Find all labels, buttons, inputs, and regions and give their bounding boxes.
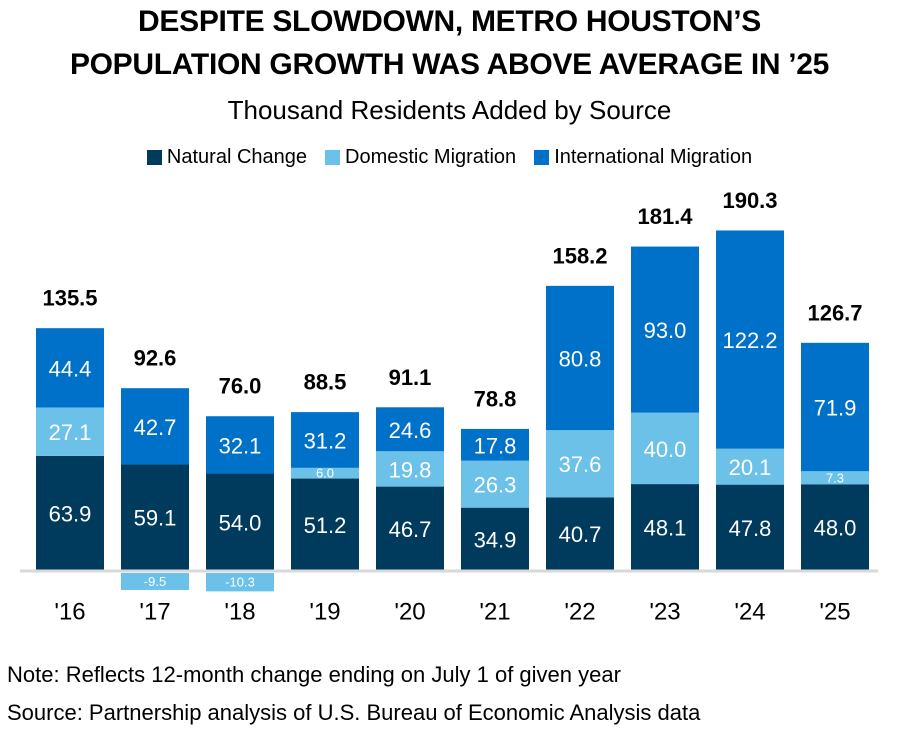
bar-segment-domestic-migration [36,407,104,456]
bar-segment-natural-change [801,484,869,570]
segment-label-natural-change: 40.7 [559,522,602,547]
segment-label-natural-change: 48.0 [814,516,857,541]
legend-item-domestic-migration: Domestic Migration [325,143,516,171]
bar-segment-natural-change [461,507,529,570]
bar-segment-natural-change [36,455,104,570]
segment-label-international-migration: 122.2 [722,328,777,353]
chart-title-line-1: DESPITE SLOWDOWN, METRO HOUSTON’S [138,5,761,38]
bar-segment-international-migration [461,428,529,461]
bar-segment-natural-change [631,484,699,570]
segment-label-natural-change: 48.1 [644,516,687,541]
x-tick-label: '20 [394,599,425,626]
bar-segment-international-migration [291,412,359,468]
segment-label-domestic-migration: 6.0 [316,466,334,481]
segment-label-international-migration: 24.6 [389,418,432,443]
segment-label-domestic-migration: -9.5 [144,574,166,589]
segment-label-international-migration: 80.8 [559,347,602,372]
chart-title-line-2: POPULATION GROWTH WAS ABOVE AVERAGE IN ’… [69,48,830,81]
legend-label-natural-change: Natural Change [166,146,308,168]
segment-label-domestic-migration: 19.8 [389,457,432,482]
legend-label-domestic-migration: Domestic Migration [345,146,517,168]
footnote-note: Note: Reflects 12-month change ending on… [7,662,621,687]
bar-segment-natural-change [716,484,784,570]
bars-layer [36,230,869,592]
chart-subtitle: Thousand Residents Added by Source [227,95,672,125]
legend: Natural Change Domestic Migration Intern… [0,143,899,171]
bar-segment-international-migration [546,285,614,431]
bar-segment-international-migration [121,388,189,465]
segment-label-international-migration: 93.0 [644,318,687,343]
total-label: 135.5 [42,286,97,311]
bar-segment-domestic-migration [291,467,359,479]
bar-segment-domestic-migration [461,460,529,508]
segment-label-international-migration: 31.2 [304,428,347,453]
total-label: 78.8 [474,386,517,411]
bar-segment-international-migration [376,407,444,452]
bar-segment-international-migration [631,246,699,413]
total-label: 91.1 [389,365,432,390]
segment-label-natural-change: 46.7 [389,517,432,542]
bar-segment-international-migration [801,342,869,472]
bar-segment-international-migration [36,328,104,408]
x-tick-label: '24 [734,599,765,626]
x-tick-label: '19 [309,599,340,626]
bar-segment-natural-change [206,473,274,570]
segment-label-natural-change: 63.9 [49,501,92,526]
segment-label-natural-change: 59.1 [134,506,177,531]
bar-segment-international-migration [206,416,274,474]
segment-label-domestic-migration: -10.3 [225,575,255,590]
segment-label-domestic-migration: 26.3 [474,473,517,498]
legend-label-international-migration: International Migration [554,146,753,168]
bar-segment-natural-change [121,464,189,570]
bar-segment-domestic-migration [121,573,189,590]
segment-label-domestic-migration: 40.0 [644,437,687,462]
bar-segment-domestic-migration [546,430,614,498]
legend-item-international-migration: International Migration [534,143,752,171]
segment-label-international-migration: 71.9 [814,396,857,421]
x-tick-label: '17 [139,599,170,626]
labels-layer: 63.9 27.1 44.4 135.5 '16 59.1 -9.5 42.7 92.6 '17 5… [42,188,862,626]
x-tick-label: '23 [649,599,680,626]
footnote-source: Source: Partnership analysis of U.S. Bur… [7,700,701,725]
legend-swatch-international-migration [534,149,550,165]
total-label: 88.5 [304,370,347,395]
legend-item-natural-change: Natural Change [146,143,308,171]
segment-label-international-migration: 42.7 [134,415,177,440]
segment-label-domestic-migration: 20.1 [729,455,772,480]
segment-label-domestic-migration: 37.6 [559,452,602,477]
segment-label-international-migration: 17.8 [474,433,517,458]
bar-segment-domestic-migration [376,451,444,487]
x-tick-label: '22 [564,599,595,626]
total-label: 126.7 [807,300,862,325]
total-label: 76.0 [219,374,262,399]
segment-label-natural-change: 47.8 [729,516,772,541]
x-tick-label: '25 [819,599,850,626]
bar-segment-domestic-migration [801,471,869,485]
x-tick-label: '18 [224,599,255,626]
bar-segment-natural-change [546,497,614,570]
bar-segment-natural-change [376,486,444,570]
bar-segment-international-migration [716,230,784,449]
bar-segment-domestic-migration [631,412,699,485]
bar-segment-natural-change [291,478,359,570]
total-label: 190.3 [722,188,777,213]
segment-label-natural-change: 51.2 [304,513,347,538]
segment-label-international-migration: 44.4 [49,356,92,381]
segment-label-natural-change: 34.9 [474,527,517,552]
segment-label-natural-change: 54.0 [219,510,262,535]
bar-segment-domestic-migration [716,448,784,485]
total-label: 92.6 [134,346,177,371]
segment-label-international-migration: 32.1 [219,433,262,458]
segment-label-domestic-migration: 7.3 [826,470,844,485]
x-tick-label: '16 [54,599,85,626]
bar-segment-domestic-migration [206,573,274,592]
legend-swatch-natural-change [146,149,162,165]
legend-swatch-domestic-migration [325,149,341,165]
total-label: 158.2 [552,243,607,268]
total-label: 181.4 [637,204,693,229]
x-tick-label: '21 [479,599,510,626]
segment-label-domestic-migration: 27.1 [49,420,92,445]
